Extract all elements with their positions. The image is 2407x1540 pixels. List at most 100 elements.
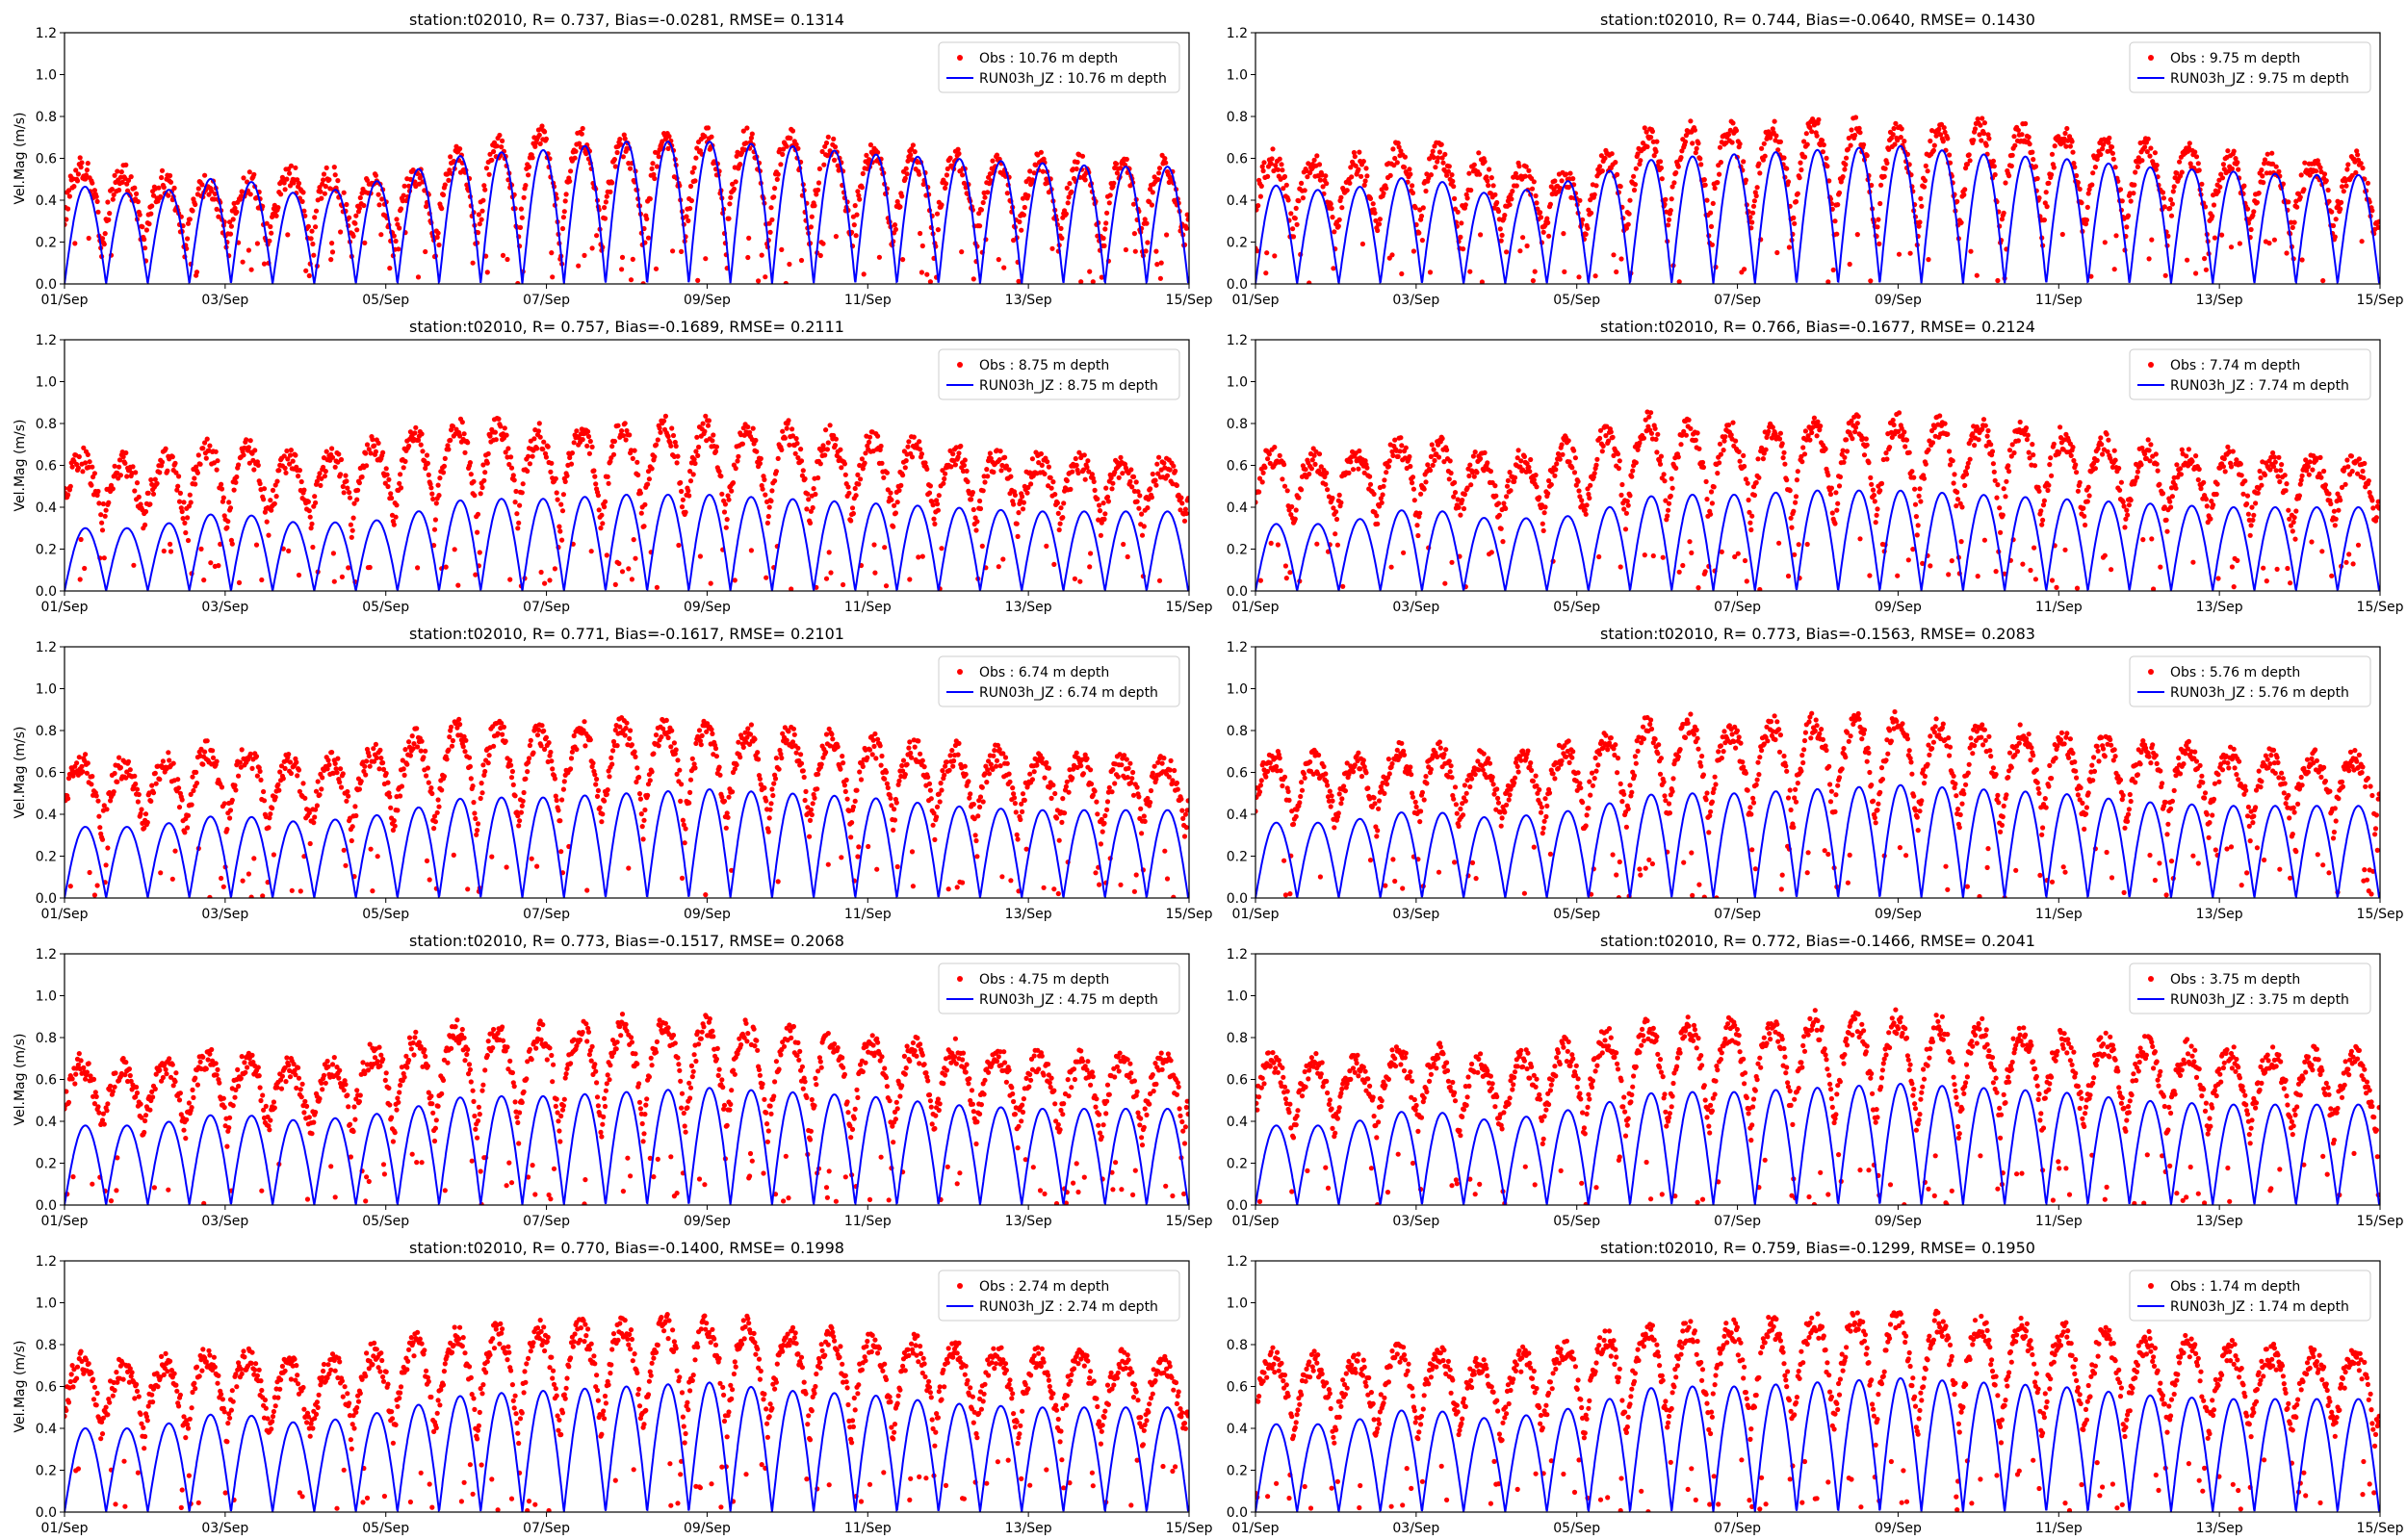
x-tick-label: 15/Sep: [2357, 293, 2404, 308]
obs-point: [549, 460, 555, 466]
obs-point: [559, 537, 565, 543]
obs-point: [1283, 576, 1289, 581]
obs-point: [480, 197, 486, 203]
obs-point: [2186, 144, 2191, 151]
obs-point: [432, 517, 438, 523]
obs-point: [331, 165, 337, 170]
x-tick-label: 09/Sep: [684, 293, 731, 308]
obs-point: [83, 172, 90, 178]
obs-point: [1255, 207, 1259, 213]
obs-point: [2000, 512, 2006, 518]
obs-point: [606, 480, 611, 486]
obs-point: [766, 220, 772, 226]
obs-point: [2032, 164, 2038, 169]
obs-point: [1995, 482, 2001, 488]
obs-point: [1178, 507, 1183, 513]
obs-point: [1772, 118, 1777, 124]
obs-point: [1915, 523, 1921, 528]
obs-point: [1708, 489, 1715, 495]
obs-point: [1971, 138, 1977, 143]
obs-point: [330, 551, 336, 556]
obs-point: [795, 145, 801, 151]
obs-point: [1107, 192, 1113, 198]
obs-point: [1373, 218, 1379, 223]
obs-point: [1027, 470, 1033, 475]
obs-point: [2004, 478, 2009, 484]
obs-point: [1259, 164, 1265, 169]
obs-point: [798, 458, 805, 464]
obs-point: [1082, 177, 1088, 183]
obs-point: [2009, 442, 2015, 448]
obs-point: [1114, 170, 1120, 176]
obs-point: [2073, 462, 2079, 468]
obs-point: [536, 421, 542, 426]
obs-point: [1087, 269, 1093, 274]
obs-point: [1308, 466, 1314, 472]
obs-point: [971, 276, 976, 282]
obs-point: [1572, 455, 1578, 461]
obs-point: [202, 172, 208, 178]
obs-point: [1055, 510, 1061, 517]
obs-point: [106, 217, 112, 222]
obs-point: [945, 166, 950, 171]
obs-point: [1408, 171, 1413, 177]
obs-point: [1460, 498, 1465, 503]
obs-point: [539, 123, 545, 129]
obs-point: [805, 491, 811, 497]
obs-point: [397, 480, 402, 486]
obs-point: [1074, 462, 1079, 468]
x-tick-label: 07/Sep: [523, 293, 570, 308]
obs-point: [1323, 481, 1329, 487]
obs-point: [1904, 151, 1910, 157]
obs-point: [1840, 448, 1846, 453]
obs-point: [985, 190, 991, 195]
obs-point: [1985, 132, 1991, 138]
obs-point: [1621, 506, 1627, 512]
y-tick-label: 0.2: [36, 236, 57, 251]
obs-point: [298, 478, 304, 485]
obs-point: [1452, 195, 1458, 201]
model-line: [65, 494, 1189, 591]
obs-point: [1742, 463, 1747, 470]
obs-point: [644, 216, 650, 221]
obs-point: [2317, 165, 2323, 170]
obs-point: [1773, 133, 1779, 139]
obs-point: [1689, 550, 1695, 556]
x-tick-label: 13/Sep: [1005, 293, 1052, 308]
obs-point: [731, 186, 738, 192]
obs-point: [1562, 269, 1567, 274]
obs-point: [1046, 464, 1051, 470]
obs-point: [641, 524, 647, 529]
obs-point: [479, 217, 484, 222]
obs-point: [2271, 237, 2277, 243]
obs-point: [246, 460, 252, 466]
obs-point: [1255, 248, 1260, 254]
obs-point: [1781, 155, 1787, 161]
obs-point: [1660, 554, 1666, 560]
obs-point: [567, 178, 573, 184]
obs-point: [475, 529, 480, 535]
obs-point: [771, 194, 777, 200]
obs-point: [2128, 198, 2134, 204]
obs-point: [1091, 478, 1097, 484]
obs-point: [2313, 168, 2319, 174]
obs-point: [2031, 452, 2036, 458]
obs-point: [2148, 145, 2154, 151]
obs-point: [1949, 558, 1954, 564]
obs-point: [2028, 567, 2033, 574]
obs-point: [1566, 459, 1572, 465]
obs-point: [1097, 502, 1102, 508]
obs-point: [1523, 164, 1529, 169]
obs-point: [173, 470, 179, 475]
y-tick-label: 1.2: [1227, 26, 1248, 41]
obs-point: [186, 503, 192, 509]
obs-point: [1364, 465, 1370, 471]
obs-point: [446, 177, 452, 183]
obs-point: [1593, 183, 1599, 189]
obs-point: [823, 576, 830, 581]
obs-point: [2044, 204, 2050, 210]
obs-point: [297, 468, 302, 474]
obs-point: [2069, 139, 2075, 144]
obs-point: [1362, 178, 1368, 184]
obs-point: [1294, 221, 1300, 227]
